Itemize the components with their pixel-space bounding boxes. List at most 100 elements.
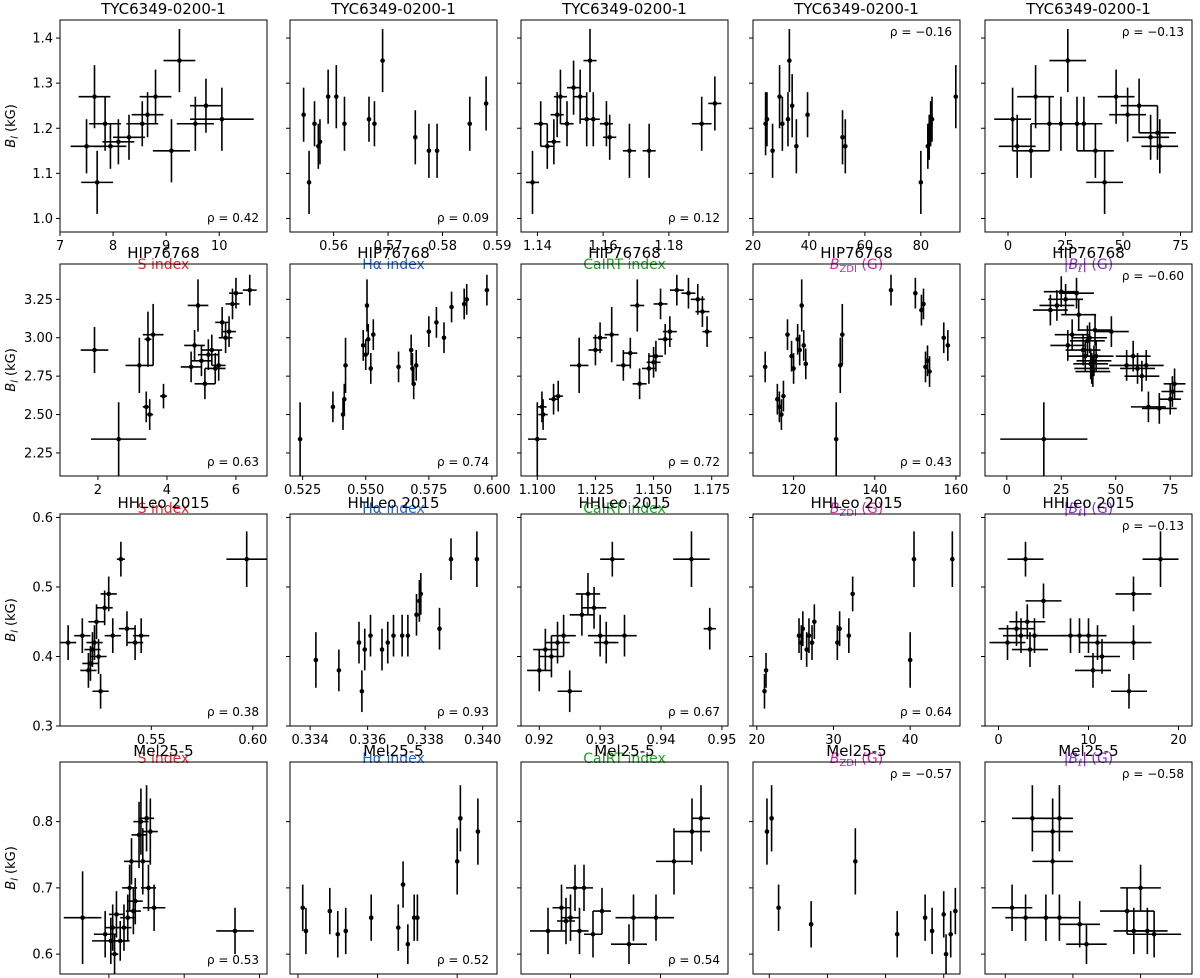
data-point — [1065, 343, 1071, 348]
data-point — [585, 591, 591, 597]
x-tick-label: 40 — [801, 239, 818, 254]
x-tick-label: 0.58 — [428, 239, 457, 254]
data-point — [929, 928, 935, 934]
data-point — [380, 58, 385, 63]
data-point — [555, 640, 560, 645]
data-point — [1136, 103, 1142, 109]
axes-frame — [289, 263, 498, 477]
data-point — [911, 556, 917, 562]
correlation-label: ρ = −0.13 — [1122, 25, 1184, 39]
y-axis-label: Bl (kG) — [4, 598, 21, 642]
data-point — [1057, 915, 1062, 920]
data-point — [233, 290, 239, 296]
data-point — [587, 58, 593, 63]
correlation-label: ρ = 0.93 — [437, 705, 489, 719]
data-point — [544, 143, 550, 149]
data-point — [418, 591, 424, 597]
panel-title: HIP76768 — [127, 244, 199, 262]
x-tick-label: 1.125 — [577, 483, 614, 498]
data-point — [785, 332, 790, 337]
data-point — [1080, 347, 1086, 353]
y-tick-label: 2.50 — [24, 408, 53, 423]
x-tick-label: 20 — [749, 733, 766, 748]
data-point — [777, 94, 782, 99]
data-point — [1069, 332, 1075, 337]
x-tick-label: 1.175 — [693, 483, 730, 498]
data-point — [203, 103, 209, 109]
data-point — [929, 116, 935, 122]
data-point — [907, 657, 913, 663]
data-point — [843, 143, 848, 149]
data-point — [448, 556, 454, 562]
data-point — [1009, 905, 1015, 911]
data-point — [634, 303, 640, 308]
data-point — [653, 915, 659, 920]
data-point — [579, 612, 585, 618]
data-point — [396, 364, 401, 370]
correlation-label: ρ = 0.12 — [668, 211, 720, 225]
correlation-label: ρ = 0.63 — [207, 455, 259, 469]
data-point — [483, 101, 489, 106]
data-point — [603, 640, 609, 645]
data-point — [689, 556, 694, 562]
data-point — [621, 363, 626, 368]
data-point — [571, 85, 576, 90]
data-point — [791, 366, 796, 371]
data-point — [809, 640, 815, 645]
data-point — [405, 941, 411, 947]
panel-title: HIP76768 — [1052, 244, 1124, 262]
data-point — [1084, 941, 1089, 947]
data-point — [303, 928, 309, 934]
data-point — [922, 915, 928, 920]
x-tick-label: 25 — [1053, 483, 1070, 498]
data-point — [622, 633, 627, 638]
data-point — [368, 915, 374, 920]
data-point — [360, 343, 366, 348]
data-point — [343, 928, 349, 934]
data-point — [1032, 633, 1037, 638]
data-point — [599, 908, 605, 914]
data-point — [206, 352, 211, 357]
x-axis-label: S index — [138, 501, 190, 517]
data-point — [1157, 143, 1163, 149]
data-point — [94, 180, 100, 185]
x-tick-label: 10 — [211, 239, 228, 254]
data-point — [686, 290, 691, 296]
data-point — [597, 335, 603, 341]
data-point — [359, 688, 365, 694]
data-point — [646, 366, 652, 371]
x-tick-label: 1.18 — [654, 239, 683, 254]
data-point — [840, 134, 845, 140]
data-point — [604, 121, 609, 127]
panel-r2-c3: HHLeo 2015 20 30 40 BZDI (G) ρ = 0.64 — [749, 494, 961, 769]
data-point — [80, 915, 85, 920]
data-point — [549, 654, 554, 659]
data-point — [707, 626, 713, 631]
data-point — [804, 647, 809, 652]
data-point — [534, 436, 540, 442]
data-point — [651, 360, 656, 365]
data-point — [140, 859, 146, 864]
x-tick-label: 0.95 — [707, 733, 736, 748]
data-point — [98, 688, 103, 694]
data-point — [698, 816, 704, 821]
data-point — [762, 364, 768, 370]
data-point — [362, 647, 368, 652]
data-point — [379, 647, 385, 652]
axes-frame — [520, 761, 729, 975]
data-point — [145, 112, 150, 118]
data-point — [918, 180, 924, 185]
x-tick-label: 0.92 — [525, 733, 554, 748]
data-point — [412, 134, 418, 140]
axes-frame — [289, 19, 498, 233]
data-point — [226, 329, 232, 334]
panel-r2-c4: HHLeo 2015 0 10 20 |Bℓ| (G) ρ = −0.13 — [981, 494, 1193, 769]
data-point — [193, 121, 198, 127]
panel-r2-c1: HHLeo 2015 0.334 0.336 0.338 0.340 Hα index ρ … — [286, 494, 501, 767]
data-point — [121, 925, 127, 930]
data-point — [948, 931, 953, 937]
data-point — [148, 829, 153, 834]
correlation-label: ρ = −0.16 — [890, 25, 952, 39]
